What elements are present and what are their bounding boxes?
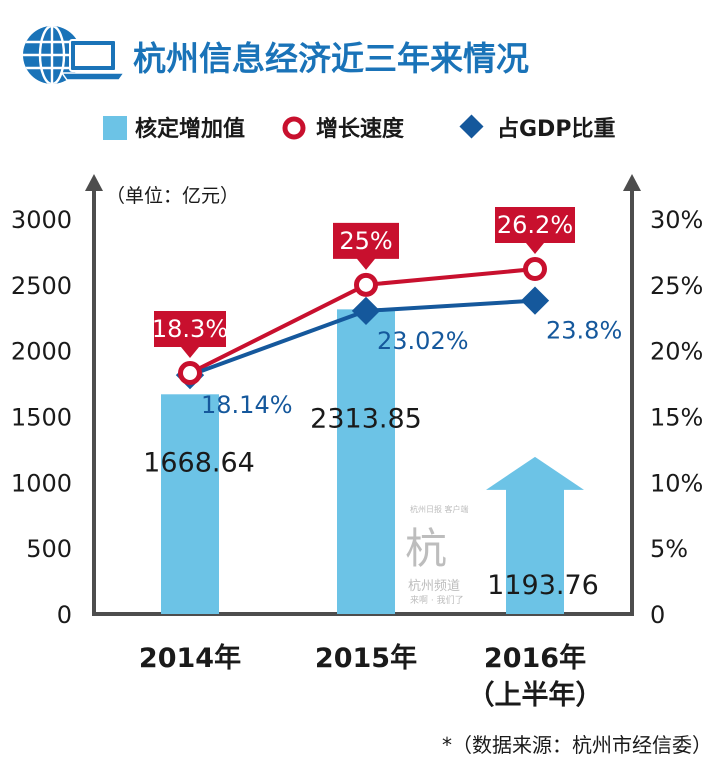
watermark-motto: 来啊 · 我们了	[410, 594, 464, 606]
watermark-glyph: 杭	[405, 524, 447, 573]
legend-bar-label: 核定增加值	[135, 116, 245, 142]
gdp-label-2: 23.02%	[377, 327, 469, 355]
right-axis-arrow-icon	[623, 174, 641, 191]
legend-growth-label: 增长速度	[316, 116, 405, 142]
gdp-label-3: 23.8%	[546, 317, 622, 345]
watermark-top: 杭州日报 客户端	[410, 504, 469, 514]
category-labels: 2014年 2015年 2016年 （上半年）	[139, 642, 603, 711]
legend-bar-swatch	[103, 116, 127, 140]
left-tick-label: 2500	[11, 272, 72, 300]
growth-marker-3	[523, 257, 547, 282]
left-tick-label: 2000	[11, 338, 72, 366]
left-axis-ticks: 0 500 1000 1500 2000 2500 3000	[11, 206, 72, 629]
right-axis-ticks: 0 5% 10% 15% 20% 25% 30%	[650, 206, 703, 629]
category-sublabel-3: （上半年）	[468, 679, 603, 711]
category-label-2: 2015年	[315, 642, 417, 674]
growth-callout-1: 18.3%	[152, 311, 228, 359]
bar-value-labels: 1668.64 2313.85 1193.76	[143, 403, 599, 600]
callout-box	[333, 222, 399, 270]
right-tick-label: 25%	[650, 272, 703, 300]
callout-box	[154, 311, 226, 359]
left-tick-label: 3000	[11, 206, 72, 234]
growth-callout-3: 26.2%	[495, 207, 575, 255]
right-tick-label: 15%	[650, 404, 703, 432]
right-tick-label: 10%	[650, 469, 703, 497]
legend-gdp-marker	[459, 114, 484, 139]
left-axis-arrow-icon	[85, 174, 103, 191]
chart-title: 杭州信息经济近三年来情况	[133, 39, 529, 78]
gdp-marker-3	[520, 286, 550, 315]
source-note: *（数据来源：杭州市经信委）	[442, 733, 712, 757]
left-tick-label: 1000	[11, 469, 72, 497]
category-label-3: 2016年	[484, 642, 586, 674]
right-tick-label: 30%	[650, 206, 703, 234]
gdp-labels: 18.14% 23.02% 23.8%	[201, 317, 622, 420]
gdp-marker-2	[351, 296, 381, 326]
watermark-name: 杭州频道	[408, 579, 460, 594]
unit-label: （单位：亿元）	[106, 185, 239, 207]
callout-box	[495, 207, 575, 255]
bar-1	[161, 394, 219, 614]
bar-value-label-2: 2313.85	[310, 403, 422, 434]
growth-callout-2: 25%	[333, 222, 399, 270]
growth-label: 25%	[339, 227, 392, 255]
legend-gdp-label: 占GDP比重	[497, 117, 615, 142]
bar-value-label-3: 1193.76	[487, 570, 599, 601]
growth-label: 26.2%	[497, 211, 573, 239]
left-tick-label: 500	[26, 535, 72, 563]
legend-growth-marker	[282, 116, 306, 140]
left-tick-label: 1500	[11, 404, 72, 432]
bar-2	[337, 309, 395, 614]
gdp-label-1: 18.14%	[201, 391, 293, 419]
bars	[161, 309, 584, 614]
right-tick-label: 20%	[650, 338, 703, 366]
watermark: 杭州日报 客户端 杭 杭州频道 来啊 · 我们了	[405, 504, 469, 606]
growth-callouts: 18.3% 25% 26.2%	[152, 207, 575, 359]
growth-marker-2	[354, 272, 378, 297]
bar-3-arrow	[486, 456, 584, 614]
laptop-icon	[60, 39, 126, 81]
growth-label: 18.3%	[152, 315, 228, 343]
left-tick-label: 0	[57, 601, 72, 629]
right-tick-label: 5%	[650, 535, 688, 563]
growth-marker-1	[178, 361, 202, 386]
right-tick-label: 0	[650, 601, 665, 629]
legend: 核定增加值 增长速度 占GDP比重	[103, 114, 615, 142]
category-label-1: 2014年	[139, 642, 241, 674]
bar-value-label-1: 1668.64	[143, 447, 255, 478]
series-markers	[175, 257, 550, 390]
